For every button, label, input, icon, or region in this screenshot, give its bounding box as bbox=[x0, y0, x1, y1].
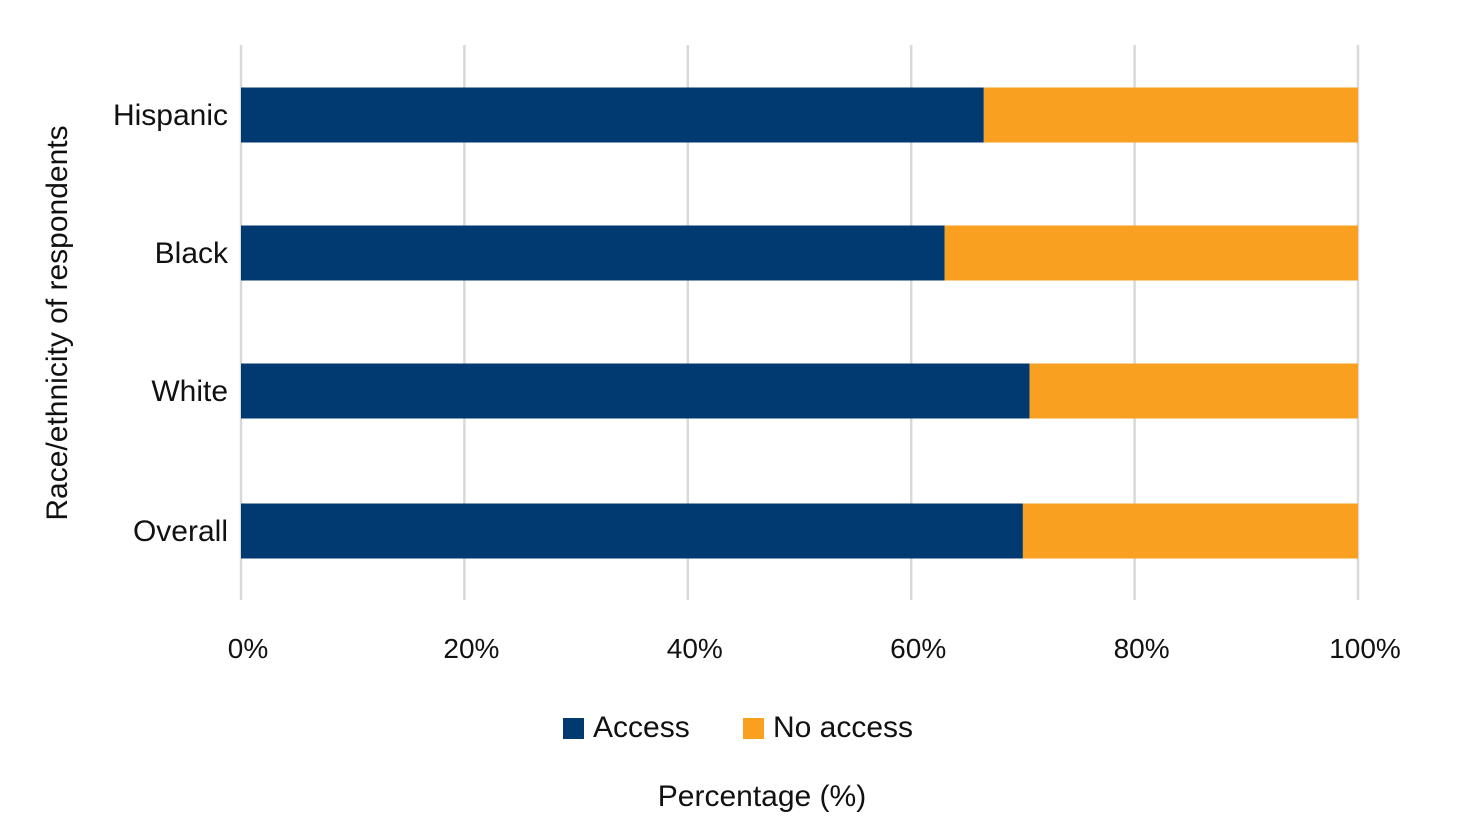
bar-access-overall bbox=[241, 503, 1023, 559]
bar-access-black bbox=[241, 225, 945, 281]
x-tick-label: 60% bbox=[890, 633, 946, 664]
bar-access-white bbox=[241, 363, 1030, 419]
x-tick-label: 40% bbox=[667, 633, 723, 664]
category-label: Black bbox=[155, 237, 229, 270]
legend: Access No access bbox=[563, 711, 913, 744]
x-tick-label: 0% bbox=[228, 633, 268, 664]
bar-no-access-black bbox=[944, 225, 1358, 281]
x-tick-label: 20% bbox=[443, 633, 499, 664]
bars bbox=[241, 87, 1358, 559]
x-tick-labels: 0% 20% 40% 60% 80% 100% bbox=[228, 633, 1401, 664]
category-label: Overall bbox=[133, 515, 228, 548]
x-tick-label: 100% bbox=[1329, 633, 1401, 664]
legend-swatch-access bbox=[563, 718, 584, 739]
x-tick-label: 80% bbox=[1114, 633, 1170, 664]
category-label: Hispanic bbox=[113, 99, 228, 132]
category-labels: Hispanic Black White Overall bbox=[113, 99, 229, 548]
x-axis-title: Percentage (%) bbox=[658, 780, 866, 813]
bar-no-access-overall bbox=[1022, 503, 1358, 559]
bar-no-access-white bbox=[1029, 363, 1358, 419]
y-axis-title: Race/ethnicity of respondents bbox=[41, 125, 74, 520]
legend-label-access: Access bbox=[593, 711, 690, 744]
category-label: White bbox=[151, 375, 228, 408]
legend-label-no-access: No access bbox=[773, 711, 913, 744]
bar-no-access-hispanic bbox=[983, 87, 1358, 143]
legend-swatch-no-access bbox=[743, 718, 764, 739]
bar-access-hispanic bbox=[241, 87, 984, 143]
